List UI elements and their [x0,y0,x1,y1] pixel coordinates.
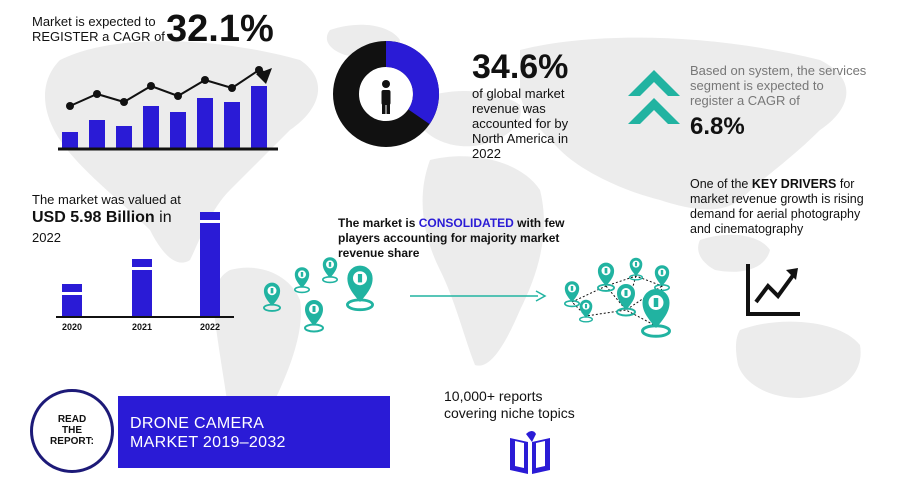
location-pin-icon [579,299,593,323]
north-america-value: 34.6% [472,48,569,86]
valuation-bar-stripe [62,292,82,295]
reports-line2: covering niche topics [444,405,575,421]
location-pin-icon [293,266,311,294]
drivers-description: One of the KEY DRIVERS for market revenu… [690,177,864,237]
cagr-caption-line1: Market is expected to [32,14,156,29]
services-value: 6.8% [690,113,745,140]
valuation-bar [132,259,152,316]
location-pin-icon [304,299,324,333]
valuation-value: USD 5.98 Billion [32,209,155,226]
trend-dot [93,90,101,98]
location-pin-icon [641,287,671,338]
valuation-year-label: 2020 [62,322,82,332]
services-line: segment is expected to [690,78,824,93]
read-line2: THE [62,425,82,436]
drivers-prefix: One of the [690,177,752,191]
services-line: register a CAGR of [690,93,800,108]
consolidated-line2: players accounting for majority market [338,231,560,245]
services-description: Based on system, the services segment is… [690,63,866,108]
north-america-description: of global market revenue was accounted f… [472,86,568,161]
report-banner-title: DRONE CAMERA MARKET 2019–2032 [130,414,286,452]
consolidated-prefix: The market is [338,216,419,230]
location-pin-icon [262,281,282,312]
consolidated-suffix: with few [513,216,565,230]
north-america-line: North America in [472,131,569,146]
trend-bar [62,132,78,148]
valuation-bar [200,212,220,316]
trend-dot [120,98,128,106]
market-share-donut [333,41,439,147]
market-players-illustration [262,256,671,338]
consolidated-line1: The market is CONSOLIDATED with few [338,216,564,231]
trend-dot [66,102,74,110]
arrow-head-icon [535,290,547,302]
trend-bar [89,120,105,148]
reports-description: 10,000+ reports covering niche topics [444,388,575,422]
donut-north-america-slice [385,41,439,125]
drivers-line4: and cinematography [690,222,804,236]
valuation-bar-chart: 2020 2021 2022 [56,212,234,332]
location-pin-icon [563,280,581,308]
valuation-value-line: USD 5.98 Billion in [32,208,172,228]
trend-dot [228,84,236,92]
north-america-line: of global market [472,86,565,101]
consolidated-highlight: CONSOLIDATED [418,216,514,230]
drivers-line1: One of the KEY DRIVERS for [690,177,864,192]
cagr-caption-line2: REGISTER a CAGR of [32,29,165,44]
trend-bar [197,98,213,148]
trend-bar [224,102,240,148]
consolidated-line3: revenue share [338,246,420,260]
trend-bar [116,126,132,148]
services-line: Based on system, the services [690,63,867,78]
trend-dot [255,66,263,74]
report-banner-line1: DRONE CAMERA [130,415,265,432]
valuation-bar [62,284,82,316]
trend-dot [147,82,155,90]
valuation-caption: The market was valued at [32,192,181,207]
location-pin-icon [321,256,339,284]
north-america-line: revenue was [472,101,546,116]
read-report-text: READ THE REPORT: [33,414,111,447]
read-report-badge[interactable]: READ THE REPORT: [30,389,114,473]
trend-dot [174,92,182,100]
drivers-highlight: KEY DRIVERS [751,177,837,191]
trend-bar [143,106,159,148]
valuation-year-label: 2021 [132,322,152,332]
read-line1: READ [57,414,87,425]
north-america-line: 2022 [472,146,501,161]
report-banner-line2: MARKET 2019–2032 [130,434,286,451]
cagr-value: 32.1% [166,8,274,50]
valuation-year: 2022 [32,230,61,245]
valuation-bar-stripe [132,267,152,270]
trend-chart-icon [58,66,278,151]
trend-bar [170,112,186,148]
drivers-line3: demand for aerial photography [690,207,861,221]
valuation-bar-stripe [200,220,220,223]
read-line3: REPORT: [50,436,94,447]
north-america-line: accounted for by [472,116,569,131]
double-chevron-up-icon [628,70,680,124]
consolidated-description: The market is CONSOLIDATED with few play… [338,216,564,261]
drivers-line2: market revenue growth is rising [690,192,864,206]
trend-bar [251,86,267,148]
person-icon [381,80,391,114]
location-pin-icon [345,264,375,312]
drivers-suffix: for [836,177,855,191]
book-icon [510,431,550,474]
valuation-value-suffix: in [154,209,172,226]
valuation-year-label: 2022 [200,322,220,332]
reports-line1: 10,000+ reports [444,388,543,404]
report-banner[interactable]: DRONE CAMERA MARKET 2019–2032 [118,396,390,468]
growth-arrow-icon [746,264,800,316]
trend-dot [201,76,209,84]
